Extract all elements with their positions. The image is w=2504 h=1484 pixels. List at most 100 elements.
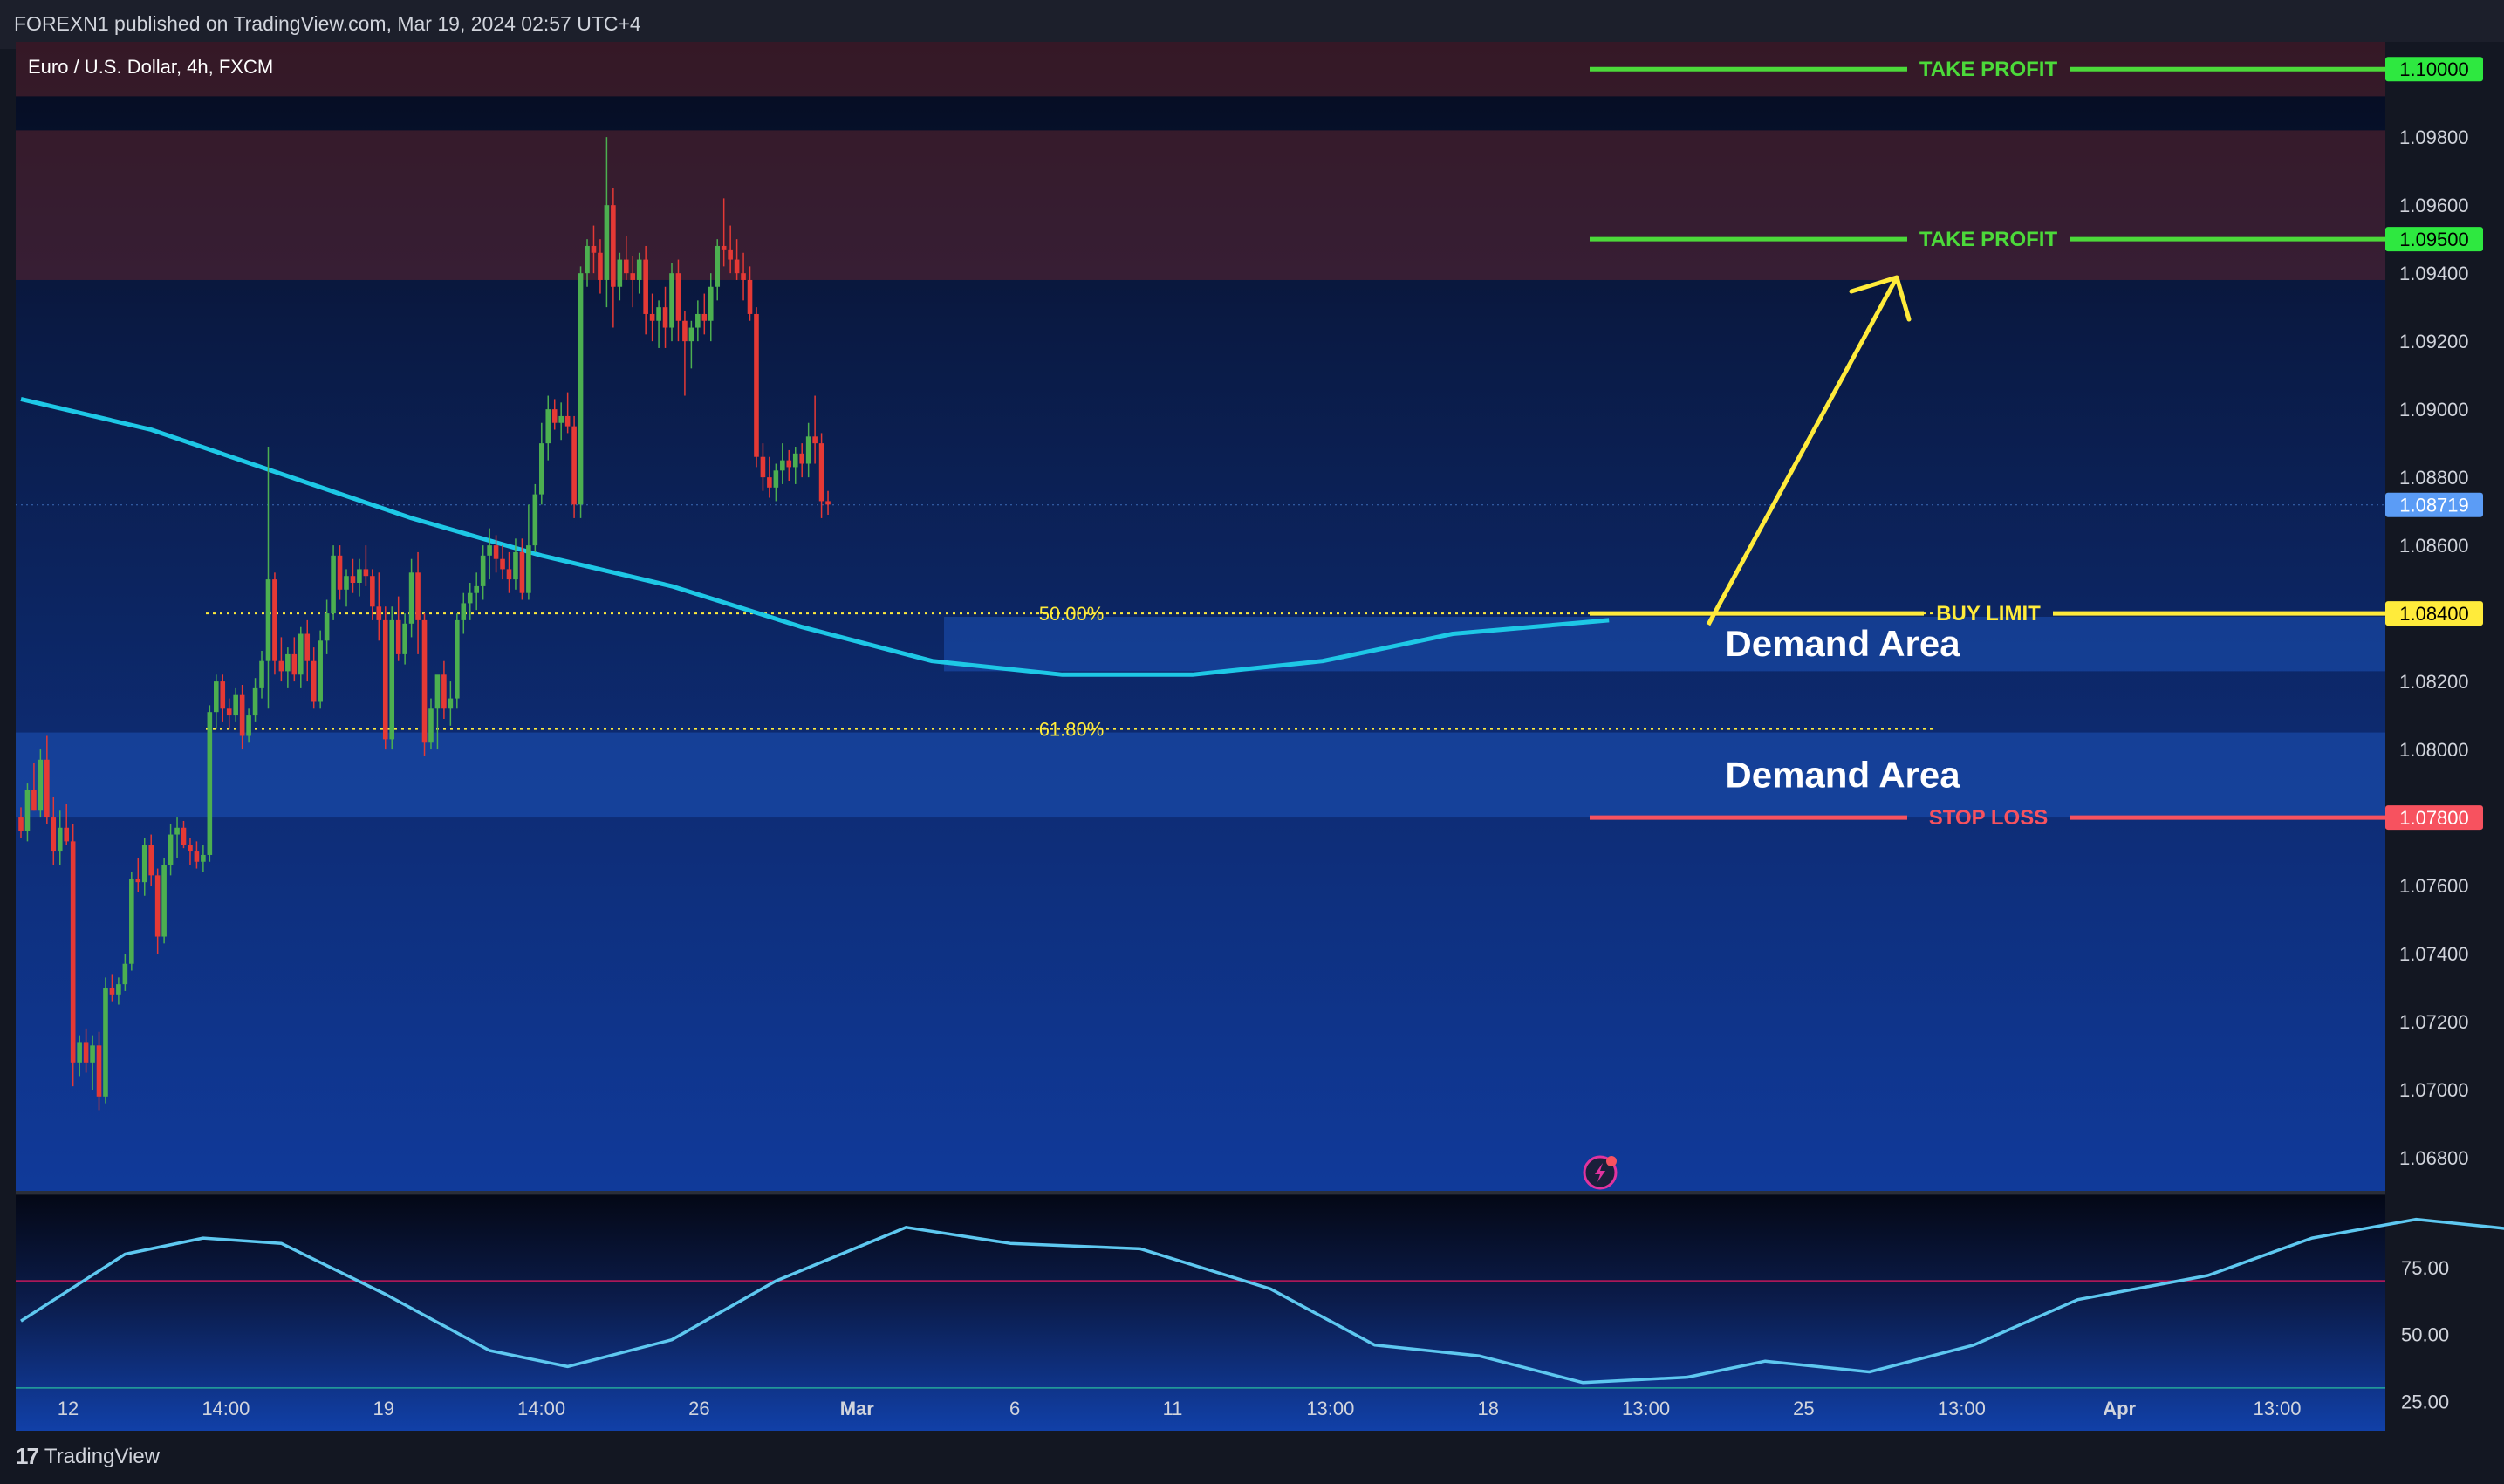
candle[interactable] [363, 569, 369, 577]
candle[interactable] [291, 653, 298, 675]
candle[interactable] [337, 555, 343, 590]
candle[interactable] [428, 708, 434, 743]
candle[interactable] [715, 245, 721, 287]
candle[interactable] [298, 633, 304, 675]
candle[interactable] [675, 273, 681, 321]
candle[interactable] [598, 252, 603, 280]
candle[interactable] [38, 759, 44, 811]
candle[interactable] [754, 313, 759, 457]
candle[interactable] [734, 259, 740, 274]
candle[interactable] [51, 817, 57, 852]
candle[interactable] [109, 988, 115, 995]
candle[interactable] [487, 545, 492, 556]
candle[interactable] [188, 845, 193, 852]
candle[interactable] [272, 579, 277, 661]
candle[interactable] [376, 606, 382, 620]
candle[interactable] [513, 551, 518, 580]
candle[interactable] [408, 572, 414, 624]
candle[interactable] [415, 572, 421, 620]
candle[interactable] [564, 415, 571, 427]
candle[interactable] [70, 841, 76, 1063]
candle[interactable] [31, 790, 37, 811]
candle[interactable] [688, 327, 694, 342]
candle[interactable] [721, 245, 727, 250]
candle[interactable] [18, 817, 24, 831]
candle[interactable] [135, 879, 141, 883]
candle[interactable] [181, 827, 187, 845]
candle[interactable] [278, 660, 284, 672]
candle[interactable] [585, 245, 590, 274]
candle[interactable] [141, 845, 147, 883]
candle[interactable] [467, 592, 473, 604]
supply-zone[interactable] [16, 42, 2385, 97]
candle[interactable] [194, 851, 200, 862]
candle[interactable] [747, 279, 753, 314]
candle[interactable] [493, 545, 499, 559]
candle[interactable] [168, 834, 174, 865]
candle[interactable] [643, 259, 648, 314]
candle[interactable] [122, 963, 128, 985]
candle[interactable] [389, 619, 395, 740]
candle[interactable] [558, 415, 564, 423]
candle[interactable] [395, 619, 401, 654]
candle[interactable] [448, 698, 454, 709]
candle[interactable] [682, 320, 688, 342]
candle[interactable] [24, 790, 31, 831]
candle[interactable] [455, 619, 460, 699]
candle[interactable] [103, 988, 108, 1097]
candle[interactable] [370, 576, 375, 607]
candle[interactable] [331, 555, 336, 614]
ema-line[interactable] [20, 396, 1610, 677]
candle[interactable] [701, 313, 708, 321]
candle[interactable] [239, 694, 245, 736]
candle[interactable] [571, 426, 577, 505]
candle[interactable] [825, 501, 831, 505]
candle[interactable] [767, 477, 772, 488]
candle[interactable] [662, 307, 668, 328]
candle[interactable] [154, 875, 161, 937]
candle[interactable] [760, 456, 766, 478]
candle[interactable] [44, 759, 50, 818]
candle[interactable] [604, 205, 610, 280]
candle[interactable] [500, 558, 505, 570]
candle[interactable] [461, 603, 467, 620]
candle[interactable] [252, 687, 258, 716]
candle[interactable] [324, 613, 330, 641]
candle[interactable] [233, 694, 238, 716]
candle[interactable] [265, 579, 271, 661]
candle[interactable] [311, 660, 317, 702]
candle[interactable] [649, 313, 655, 321]
candle[interactable] [285, 653, 291, 672]
candle[interactable] [623, 259, 629, 274]
candle[interactable] [741, 273, 746, 280]
oscillator-line[interactable] [20, 1217, 2504, 1410]
candle[interactable] [480, 555, 486, 586]
candle[interactable] [77, 1042, 82, 1063]
candle[interactable] [116, 984, 121, 995]
candle[interactable] [161, 865, 167, 937]
candle[interactable] [506, 569, 512, 580]
candle[interactable] [90, 1045, 95, 1063]
candle[interactable] [519, 551, 525, 593]
candle[interactable] [357, 569, 362, 584]
symbol-title[interactable]: Euro / U.S. Dollar, 4h, FXCM [28, 56, 273, 78]
candle[interactable] [201, 854, 206, 862]
candle[interactable] [532, 494, 538, 546]
candle[interactable] [818, 443, 824, 502]
candle[interactable] [259, 660, 264, 688]
candle[interactable] [129, 879, 134, 964]
candle[interactable] [434, 674, 441, 709]
candle[interactable] [148, 845, 154, 876]
demand-zone[interactable] [16, 732, 2385, 818]
candle[interactable] [474, 585, 479, 593]
candle[interactable] [526, 545, 531, 593]
candle[interactable] [441, 674, 447, 709]
candle[interactable] [344, 576, 349, 590]
candle[interactable] [812, 436, 818, 444]
candle[interactable] [226, 708, 232, 716]
candle[interactable] [421, 619, 428, 743]
candle[interactable] [669, 273, 674, 328]
candle[interactable] [539, 443, 544, 495]
candle[interactable] [551, 409, 558, 423]
candle[interactable] [786, 460, 792, 468]
